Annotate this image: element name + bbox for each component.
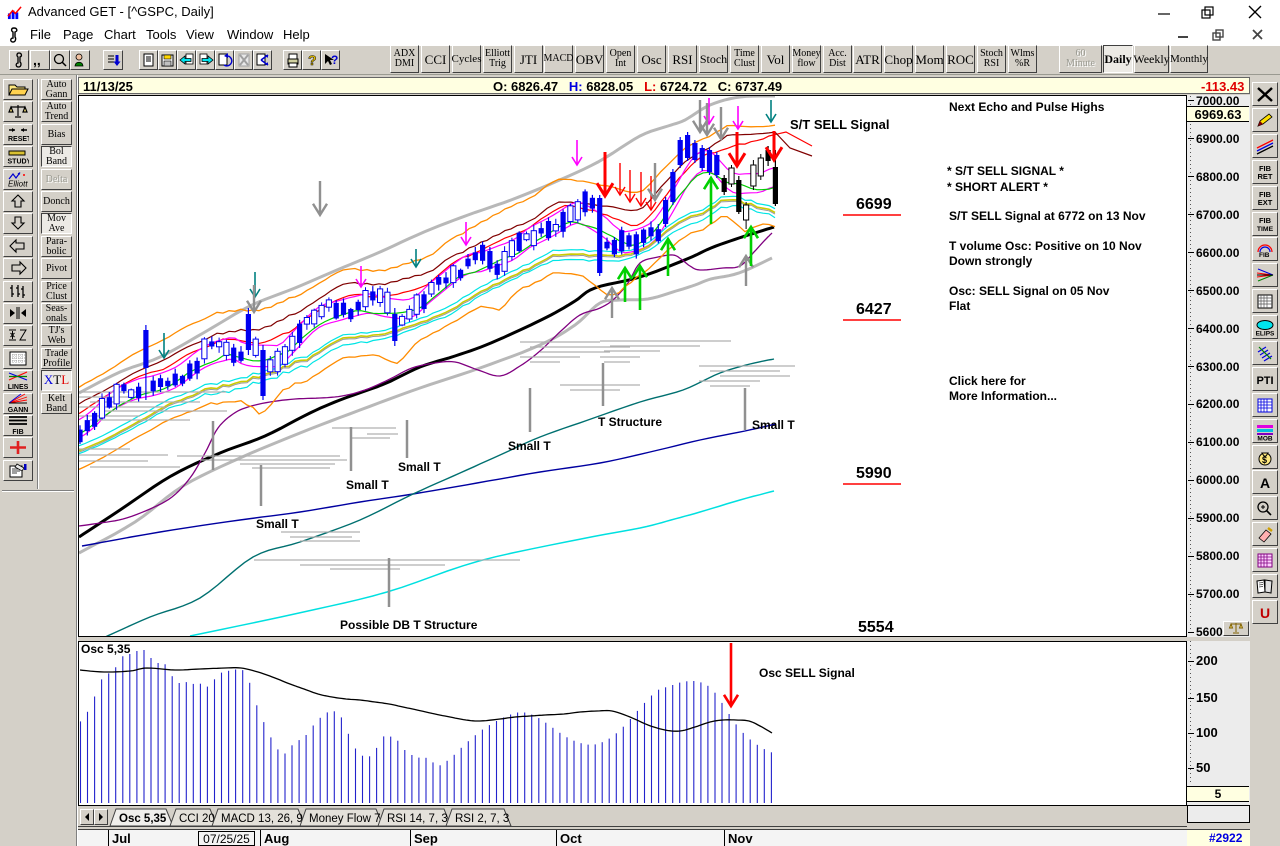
svg-text:Flat: Flat xyxy=(949,299,970,313)
svg-text:MACD 13, 26, 9: MACD 13, 26, 9 xyxy=(221,813,303,825)
svg-text:$: $ xyxy=(1262,455,1267,465)
svg-text:S/T SELL Signal at 6772 on 13: S/T SELL Signal at 6772 on 13 Nov xyxy=(949,209,1146,223)
svg-text:6427: 6427 xyxy=(856,301,892,318)
svg-text:TIME: TIME xyxy=(1257,226,1274,233)
svg-text:6699: 6699 xyxy=(856,196,892,213)
svg-text:,,: ,, xyxy=(33,52,41,68)
svg-text:Money Flow 7: Money Flow 7 xyxy=(309,813,381,825)
svg-text:FIB: FIB xyxy=(1259,164,1272,173)
svg-text:* S/T SELL SIGNAL *: * S/T SELL SIGNAL * xyxy=(947,164,1064,178)
svg-text:U: U xyxy=(1260,605,1270,621)
svg-text:* SHORT ALERT *: * SHORT ALERT * xyxy=(947,180,1048,194)
svg-text:Osc SELL Signal: Osc SELL Signal xyxy=(759,666,855,680)
svg-text:Osc 5,35: Osc 5,35 xyxy=(81,642,131,656)
svg-text:MOB: MOB xyxy=(1257,435,1272,441)
svg-text:RSI 14, 7, 3: RSI 14, 7, 3 xyxy=(387,813,448,825)
svg-text:ELIPS: ELIPS xyxy=(1256,330,1275,337)
svg-text:Elliott: Elliott xyxy=(8,180,28,189)
svg-text:T volume Osc: Positive on 10 N: T volume Osc: Positive on 10 Nov xyxy=(949,239,1142,253)
svg-text:FIB: FIB xyxy=(1259,252,1270,259)
svg-text:STUDY: STUDY xyxy=(8,159,30,166)
svg-text:Osc: SELL Signal on 05 Nov: Osc: SELL Signal on 05 Nov xyxy=(949,284,1110,298)
svg-text:5990: 5990 xyxy=(856,465,892,482)
svg-text:Small T: Small T xyxy=(752,418,795,432)
svg-text:A: A xyxy=(1260,475,1270,491)
svg-text:S/T SELL Signal: S/T SELL Signal xyxy=(790,117,889,132)
svg-text:Osc 5,35: Osc 5,35 xyxy=(119,813,167,825)
svg-text:T Structure: T Structure xyxy=(598,415,662,429)
svg-text:Small T: Small T xyxy=(508,439,551,453)
svg-text:PTI: PTI xyxy=(1256,375,1273,387)
svg-text:Next Echo and Pulse Highs: Next Echo and Pulse Highs xyxy=(949,100,1105,114)
svg-text:EXT: EXT xyxy=(1258,198,1273,207)
svg-text:?: ? xyxy=(331,53,338,67)
svg-text:RESET: RESET xyxy=(8,136,29,143)
svg-text:Click here for: Click here for xyxy=(949,374,1026,388)
svg-text:Down strongly: Down strongly xyxy=(949,254,1033,268)
svg-text:More Information...: More Information... xyxy=(949,389,1057,403)
svg-text:5554: 5554 xyxy=(858,619,894,636)
svg-text:FIB: FIB xyxy=(1259,216,1272,225)
svg-text:Possible DB T Structure: Possible DB T Structure xyxy=(340,618,478,632)
svg-text:RSI 2, 7, 3: RSI 2, 7, 3 xyxy=(455,813,509,825)
svg-text:RET: RET xyxy=(1258,172,1273,181)
svg-text:?: ? xyxy=(308,52,317,68)
svg-text:FIB: FIB xyxy=(1259,190,1272,199)
svg-text:Small T: Small T xyxy=(256,517,299,531)
svg-text:Small T: Small T xyxy=(398,460,441,474)
svg-text:Small T: Small T xyxy=(346,478,389,492)
svg-text:CCI 20: CCI 20 xyxy=(179,813,215,825)
